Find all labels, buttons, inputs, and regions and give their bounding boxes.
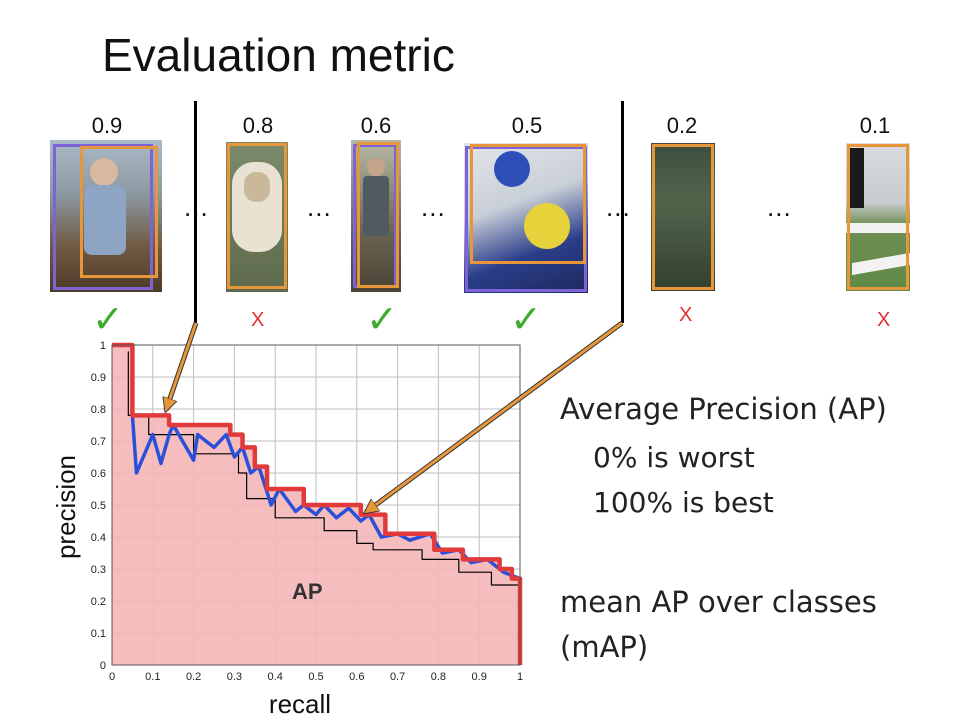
y-tick-label: 0.6 xyxy=(91,468,106,480)
x-tick-label: 0.5 xyxy=(308,671,323,683)
y-tick-label: 0.2 xyxy=(91,596,106,608)
x-tick-label: 0.1 xyxy=(145,671,160,683)
score-label: 0.2 xyxy=(666,113,698,138)
x-tick-label: 1 xyxy=(517,671,523,683)
wrong-x-mark: X xyxy=(251,309,265,331)
detection-image-person-cart xyxy=(351,140,401,292)
ellipsis: ... xyxy=(307,192,332,222)
y-tick-label: 1 xyxy=(100,340,106,352)
x-axis-label: recall xyxy=(269,689,331,719)
ap-area-label: AP xyxy=(292,579,323,604)
score-label: 0.6 xyxy=(360,113,392,138)
x-tick-label: 0 xyxy=(109,671,115,683)
y-tick-label: 0.5 xyxy=(91,500,106,512)
wrong-x-mark: X xyxy=(877,309,891,331)
map-text: mean AP over classes xyxy=(560,585,877,619)
correct-check-icon: ✓ xyxy=(92,297,124,341)
detection-image-tree xyxy=(651,143,715,291)
x-tick-label: 0.2 xyxy=(186,671,201,683)
ellipsis: ... xyxy=(421,192,446,222)
y-axis-label: precision xyxy=(51,455,81,559)
x-tick-label: 0.3 xyxy=(227,671,242,683)
y-tick-label: 0.7 xyxy=(91,436,106,448)
ellipsis: ... xyxy=(606,192,631,222)
score-label: 0.8 xyxy=(242,113,274,138)
precision-recall-chart: 0 0.1 0.2 0.3 0.4 0.5 0.6 0.7 0.8 0.9 1 0 0.1 0.2 0.3 0… xyxy=(51,340,523,719)
score-label: 0.5 xyxy=(511,113,543,138)
detection-image-motorbike xyxy=(464,143,588,293)
ellipsis: ... xyxy=(767,192,792,222)
slide-title: Evaluation metric xyxy=(102,29,455,81)
threshold-divider xyxy=(621,101,624,323)
y-tick-label: 0.8 xyxy=(91,404,106,416)
y-tick-label: 0.3 xyxy=(91,564,106,576)
y-tick-label: 0.4 xyxy=(91,532,106,544)
x-tick-label: 0.8 xyxy=(431,671,446,683)
x-tick-label: 0.6 xyxy=(349,671,364,683)
score-label: 0.1 xyxy=(859,113,891,138)
y-tick-label: 0.9 xyxy=(91,372,106,384)
x-tick-label: 0.7 xyxy=(390,671,405,683)
x-tick-label: 0.4 xyxy=(268,671,283,683)
ap-best-text: 100% is best xyxy=(593,486,774,519)
threshold-divider xyxy=(194,101,197,323)
ap-worst-text: 0% is worst xyxy=(593,441,755,474)
series-line-interpolated xyxy=(112,342,523,665)
detection-image-field xyxy=(846,143,910,291)
y-tick-label: 0 xyxy=(100,660,106,672)
map-abbrev: (mAP) xyxy=(560,630,649,664)
score-label: 0.9 xyxy=(91,113,123,138)
x-tick-label: 0.9 xyxy=(472,671,487,683)
series-line-reference xyxy=(127,351,520,586)
wrong-x-mark: X xyxy=(679,304,693,326)
detection-image-person-horse xyxy=(50,140,162,292)
ap-heading: Average Precision (AP) xyxy=(560,392,887,426)
detection-image-sheep xyxy=(226,142,288,292)
y-tick-label: 0.1 xyxy=(91,628,106,640)
